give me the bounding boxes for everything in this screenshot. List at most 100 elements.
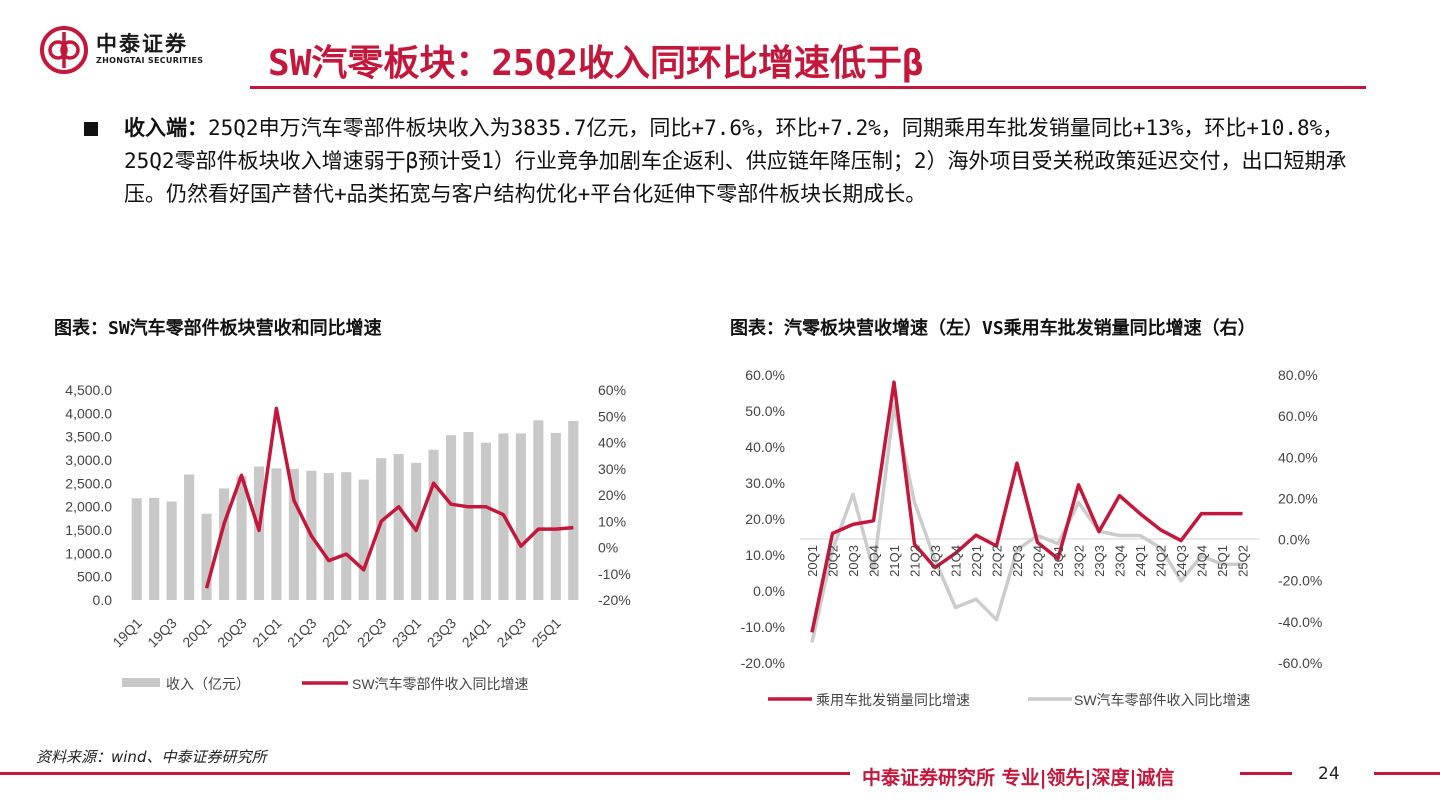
x-axis-tick-label: 20Q1: [805, 545, 820, 577]
x-axis-tick-label: 21Q1: [887, 545, 902, 577]
revenue-bar: [218, 488, 230, 600]
x-axis-tick-label: 21Q2: [908, 545, 923, 577]
legend-sales-label: 乘用车批发销量同比增速: [816, 692, 970, 708]
x-axis-tick-label: 24Q2: [1154, 545, 1169, 577]
left-axis-tick-label: 4,000.0: [65, 405, 112, 421]
growth-vs-sales-chart: 60.0% 50.0% 40.0% 30.0% 20.0% 10.0% 0.0% -10.0%…: [741, 367, 1323, 708]
right-axis-tick-label: 10%: [598, 513, 626, 529]
revenue-bar: [463, 432, 474, 600]
left-axis-tick-label: 50.0%: [745, 403, 785, 419]
revenue-bar: [428, 449, 439, 600]
revenue-bar: [533, 420, 544, 600]
revenue-bar: [131, 498, 142, 600]
left-axis-tick-label: 10.0%: [745, 547, 785, 563]
x-axis-tick-label: 22Q2: [990, 545, 1005, 577]
x-axis-tick-label: 23Q3: [1092, 545, 1107, 577]
left-axis-tick-label: 0.0: [93, 592, 113, 608]
x-axis-tick-label: 25Q2: [1236, 545, 1251, 577]
left-axis-tick-label: 60.0%: [745, 367, 785, 383]
right-axis-tick-label: 60%: [598, 382, 626, 398]
x-axis-tick-label: 19Q3: [144, 615, 180, 651]
x-axis-tick-label: 25Q1: [528, 615, 564, 651]
left-axis-tick-label: 1,500.0: [65, 522, 112, 538]
x-axis-tick-label: 24Q1: [459, 615, 495, 651]
x-axis-tick-label: 20Q4: [867, 545, 882, 577]
vehicle-sales-growth-line: [810, 380, 1243, 633]
left-axis-tick-label: 30.0%: [745, 475, 785, 491]
chart-2-title: 图表：汽零板块营收增速（左）VS乘用车批发销量同比增速（右）: [730, 318, 1256, 339]
right-axis-tick-label: 80.0%: [1278, 367, 1318, 383]
revenue-bar: [288, 468, 299, 600]
legend-bar-label: 收入（亿元）: [166, 676, 250, 692]
x-axis-tick-label: 23Q2: [1072, 545, 1087, 577]
x-axis-tick-label: 19Q1: [109, 615, 145, 651]
x-axis-tick-label: 21Q4: [949, 545, 964, 577]
x-axis-tick-label: 22Q1: [319, 615, 355, 651]
left-axis-tick-label: -10.0%: [741, 619, 785, 635]
x-axis-tick-label: 21Q3: [928, 545, 943, 577]
left-axis-tick-label: 3,500.0: [65, 429, 112, 445]
left-axis-tick-label: 0.0%: [753, 583, 785, 599]
x-axis-tick-label: 25Q1: [1215, 545, 1230, 577]
x-axis-tick-label: 21Q1: [249, 615, 285, 651]
logo-name-en: ZHONGTAI SECURITIES: [96, 56, 204, 65]
revenue-bar: [253, 466, 265, 600]
right-axis-tick-label: 0.0%: [1278, 532, 1310, 548]
yoy-growth-line: [204, 406, 574, 589]
revenue-bar: [445, 435, 457, 600]
right-axis-tick-label: -20%: [598, 592, 631, 608]
left-axis-tick-label: -20.0%: [741, 655, 785, 671]
footer-rule-right: [1374, 772, 1440, 775]
right-axis-tick-label: -10%: [598, 566, 631, 582]
x-axis-tick-label: 24Q4: [1195, 545, 1210, 577]
footer-slogan: 中泰证券研究所 专业|领先|深度|诚信: [862, 767, 1175, 789]
right-axis-tick-label: 20.0%: [1278, 490, 1318, 506]
right-axis-tick-label: 30%: [598, 461, 626, 477]
revenue-bar: [184, 474, 195, 600]
left-axis-tick-label: 2,500.0: [65, 475, 112, 491]
company-logo: 中泰证券 ZHONGTAI SECURITIES: [38, 24, 228, 76]
revenue-bar: [341, 472, 352, 600]
revenue-bar: [271, 468, 282, 600]
bullet-text: 25Q2申万汽车零部件板块收入为3835.7亿元，同比+7.6%，环比+7.2%…: [124, 116, 1347, 206]
x-axis-tick-label: 24Q1: [1133, 545, 1148, 577]
right-axis-tick-label: -40.0%: [1278, 614, 1322, 630]
square-bullet-icon: [84, 122, 98, 136]
left-axis-tick-label: 3,000.0: [65, 452, 112, 468]
right-axis-tick-label: 60.0%: [1278, 408, 1318, 424]
x-axis-tick-label: 22Q3: [1010, 545, 1025, 577]
legend-revenue-label: SW汽车零部件收入同比增速: [1074, 692, 1251, 708]
x-axis-tick-label: 20Q3: [214, 615, 250, 651]
x-axis-tick-label: 21Q3: [284, 615, 320, 651]
x-axis-tick-label: 20Q3: [846, 545, 861, 577]
revenue-growth-line: [810, 404, 1243, 643]
revenue-bar: [480, 442, 492, 600]
left-axis-tick-label: 20.0%: [745, 511, 785, 527]
x-axis-tick-label: 24Q3: [1174, 545, 1189, 577]
bullet-paragraph: 收入端：25Q2申万汽车零部件板块收入为3835.7亿元，同比+7.6%，环比+…: [84, 112, 1354, 211]
right-axis-tick-label: 50%: [598, 408, 626, 424]
right-axis-tick-label: -60.0%: [1278, 655, 1322, 671]
footer-rule-mid: [1240, 772, 1292, 775]
revenue-bar: [515, 433, 526, 600]
x-axis-tick-label: 20Q1: [179, 615, 215, 651]
legend-line-label: SW汽车零部件收入同比增速: [352, 676, 529, 692]
bullet-lead: 收入端：: [124, 116, 208, 140]
revenue-bar: [323, 473, 334, 600]
right-axis-tick-label: 40.0%: [1278, 449, 1318, 465]
revenue-bar: [149, 497, 160, 600]
right-axis-tick-label: 20%: [598, 487, 626, 503]
x-axis-tick-label: 23Q3: [424, 615, 460, 651]
x-axis-tick-label: 23Q1: [1051, 545, 1066, 577]
revenue-bar: [166, 501, 177, 600]
right-axis-tick-label: -20.0%: [1278, 573, 1322, 589]
legend-bar-swatch: [122, 678, 160, 687]
revenue-growth-chart: 4,500.0 4,000.0 3,500.0 3,000.0 2,500.0 2,000…: [65, 382, 631, 692]
x-axis-tick-label: 24Q3: [493, 615, 529, 651]
left-axis-tick-label: 4,500.0: [65, 382, 112, 398]
logo-emblem-icon: [40, 26, 88, 74]
x-axis-tick-label: 22Q1: [969, 545, 984, 577]
revenue-bar: [568, 420, 579, 600]
left-axis-tick-label: 40.0%: [745, 439, 785, 455]
left-axis-tick-label: 2,000.0: [65, 499, 112, 515]
